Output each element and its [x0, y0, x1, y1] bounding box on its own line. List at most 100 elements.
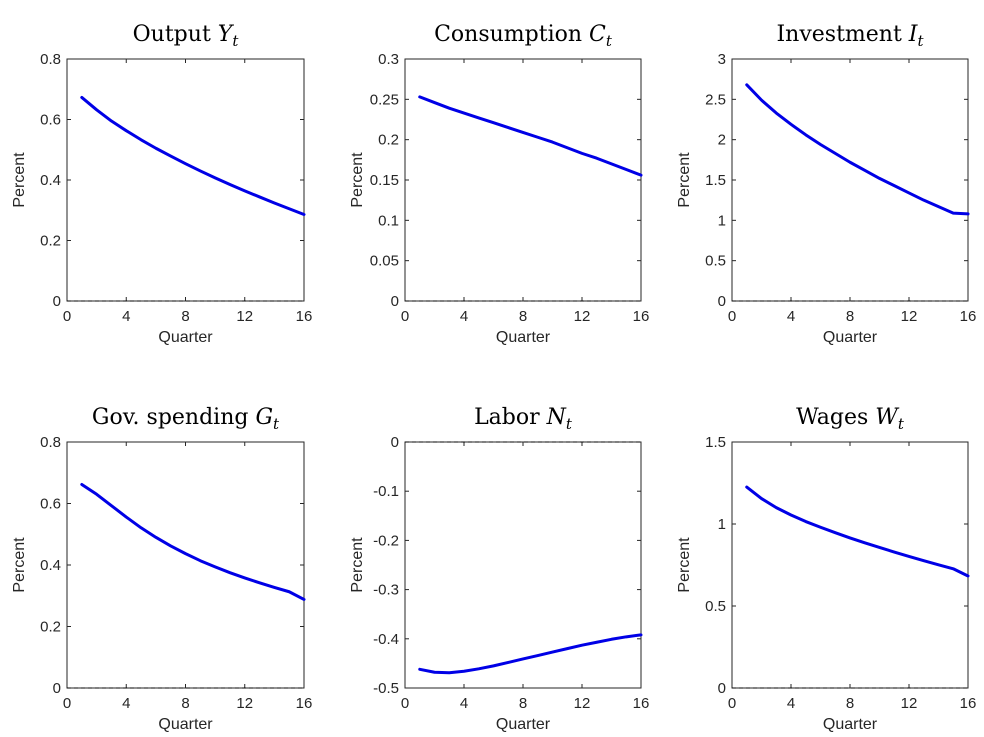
x-axis-label: Quarter — [496, 716, 551, 733]
x-tick-label: 0 — [63, 695, 71, 712]
y-tick-label: 0.4 — [40, 172, 61, 189]
x-tick-label: 8 — [846, 695, 854, 712]
y-axis-label: Percent — [349, 537, 366, 593]
x-tick-label: 12 — [574, 695, 591, 712]
series-line — [418, 633, 643, 675]
y-tick-label: 0.2 — [40, 619, 61, 636]
panel-6: 0 0.5 1 1.5 0 4 8 12 16 Wages Wt Quarter Percent — [676, 405, 976, 733]
y-axis-label: Percent — [676, 537, 693, 593]
x-tick-label: 0 — [728, 695, 736, 712]
axes-box — [731, 441, 969, 689]
x-axis-label: Quarter — [158, 716, 213, 733]
y-tick-label: 0.15 — [370, 172, 399, 189]
y-tick-label: 2 — [718, 132, 726, 149]
y-tick-label: 0.2 — [378, 132, 399, 149]
y-tick-label: 0 — [718, 293, 726, 310]
panel-3: 0 0.5 1 1.5 2 2.5 3 0 4 8 12 16 Investment It Quarter… — [676, 22, 976, 346]
y-tick-label: 0.25 — [370, 91, 399, 108]
series-line — [745, 485, 970, 578]
series-line — [418, 95, 643, 177]
x-tick-label: 8 — [181, 308, 189, 325]
axes-box — [404, 441, 642, 689]
x-tick-label: 16 — [960, 308, 977, 325]
x-tick-label: 4 — [122, 695, 130, 712]
panel-title: Output Yt — [133, 22, 240, 50]
x-tick-label: 8 — [519, 695, 527, 712]
y-tick-label: 0.6 — [40, 112, 61, 129]
x-axis-label: Quarter — [158, 329, 213, 346]
y-axis-label: Percent — [676, 152, 693, 208]
y-tick-label: 1 — [718, 212, 726, 229]
x-tick-label: 16 — [633, 695, 650, 712]
y-tick-label: 1.5 — [705, 172, 726, 189]
x-axis-label: Quarter — [496, 329, 551, 346]
y-tick-label: 0.8 — [40, 434, 61, 451]
y-tick-label: 0 — [718, 680, 726, 697]
panel-title: Labor Nt — [474, 405, 573, 433]
x-tick-label: 16 — [296, 308, 313, 325]
y-axis-label: Percent — [11, 537, 28, 593]
series-line — [745, 83, 970, 216]
panel-title: Wages Wt — [796, 405, 905, 433]
x-tick-label: 8 — [519, 308, 527, 325]
x-axis-label: Quarter — [823, 329, 878, 346]
y-tick-label: 0.3 — [378, 51, 399, 68]
x-tick-label: 16 — [960, 695, 977, 712]
y-tick-label: -0.4 — [373, 631, 399, 648]
y-tick-label: -0.5 — [373, 680, 399, 697]
x-tick-label: 0 — [401, 308, 409, 325]
panel-1: 0 0.2 0.4 0.6 0.8 0 4 8 12 16 Output Yt Quarter Perc… — [11, 22, 312, 346]
axes-box — [66, 441, 305, 689]
x-tick-label: 0 — [728, 308, 736, 325]
x-tick-label: 16 — [633, 308, 650, 325]
y-tick-label: 0.5 — [705, 253, 726, 270]
y-axis-label: Percent — [11, 152, 28, 208]
x-tick-label: 12 — [574, 308, 591, 325]
y-tick-label: 0.4 — [40, 557, 61, 574]
y-tick-label: 0 — [53, 293, 61, 310]
x-tick-label: 0 — [401, 695, 409, 712]
panel-title: Gov. spending Gt — [92, 405, 280, 433]
x-tick-label: 12 — [901, 308, 918, 325]
x-tick-label: 12 — [236, 695, 253, 712]
y-tick-label: 0 — [53, 680, 61, 697]
x-tick-label: 0 — [63, 308, 71, 325]
x-tick-label: 4 — [460, 695, 468, 712]
y-tick-label: 3 — [718, 51, 726, 68]
axes-box — [66, 58, 305, 302]
panel-title: Investment It — [776, 22, 924, 50]
y-tick-label: 0.5 — [705, 598, 726, 615]
x-tick-label: 8 — [181, 695, 189, 712]
series-line — [80, 482, 306, 601]
y-tick-label: 0.1 — [378, 212, 399, 229]
y-tick-label: 0.2 — [40, 233, 61, 250]
x-tick-label: 4 — [787, 308, 795, 325]
panel-4: 0 0.2 0.4 0.6 0.8 0 4 8 12 16 Gov. spending Gt Quar… — [11, 405, 312, 733]
x-tick-label: 4 — [122, 308, 130, 325]
y-tick-label: -0.1 — [373, 483, 399, 500]
y-axis-label: Percent — [349, 152, 366, 208]
x-axis-label: Quarter — [823, 716, 878, 733]
panel-title: Consumption Ct — [434, 22, 613, 50]
axes-box — [404, 58, 642, 302]
y-tick-label: 0 — [391, 293, 399, 310]
y-tick-label: 1.5 — [705, 434, 726, 451]
x-tick-label: 4 — [460, 308, 468, 325]
x-tick-label: 4 — [787, 695, 795, 712]
y-tick-label: 0 — [391, 434, 399, 451]
y-tick-label: 1 — [718, 516, 726, 533]
y-tick-label: 0.8 — [40, 51, 61, 68]
y-tick-label: 0.6 — [40, 496, 61, 513]
axes-box — [731, 58, 969, 302]
panel-5: -0.5 -0.4 -0.3 -0.2 -0.1 0 0 4 8 12 16 Labor Nt Quar… — [349, 405, 649, 733]
x-tick-label: 8 — [846, 308, 854, 325]
panel-2: 0 0.05 0.1 0.15 0.2 0.25 0.3 0 4 8 12 16 Consumption… — [349, 22, 649, 346]
x-tick-label: 16 — [296, 695, 313, 712]
x-tick-label: 12 — [901, 695, 918, 712]
y-tick-label: -0.2 — [373, 532, 399, 549]
y-tick-label: -0.3 — [373, 582, 399, 599]
x-tick-label: 12 — [236, 308, 253, 325]
series-line — [80, 95, 306, 216]
y-tick-label: 0.05 — [370, 253, 399, 270]
